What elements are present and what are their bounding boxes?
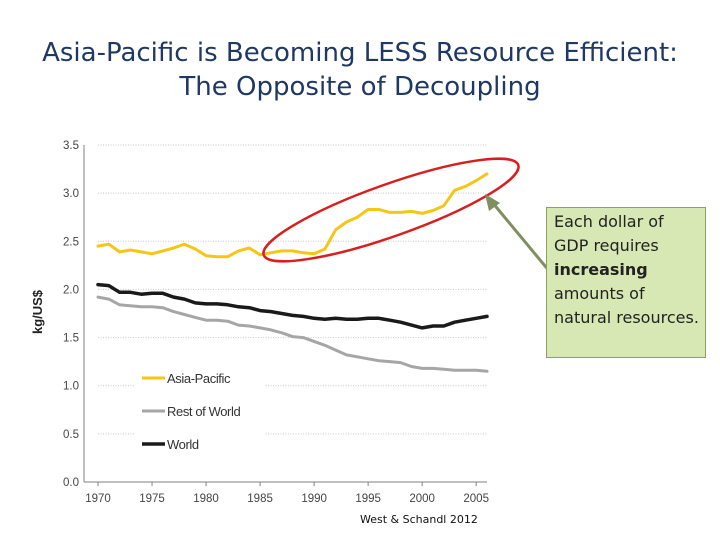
callout-line: Each dollar of [554,212,664,231]
callout-arrow-shaft [490,201,557,279]
callout-box: Each dollar of GDP requires increasing a… [546,207,706,358]
x-tick-label: 2005 [463,493,489,505]
y-tick-label: 0.5 [63,429,79,441]
legend-label-asia-pacific: Asia-Pacific [167,371,231,386]
y-tick-label: 2.0 [63,284,79,296]
title-line-1: Asia-Pacific is Becoming LESS Resource E… [42,38,678,68]
title-line-2: The Opposite of Decoupling [179,72,541,102]
slide-title: Asia-Pacific is Becoming LESS Resource E… [0,36,720,104]
rest-of-world-line [96,295,489,373]
legend-label-rest-of-world: Rest of World [167,404,240,419]
x-tick-label: 1970 [85,493,111,505]
callout-arrow-head [485,194,500,211]
y-axis-label: kg/US$ [30,289,45,334]
y-tick-label: 0.0 [63,477,79,489]
y-tick-label: 3.5 [63,140,79,152]
legend-label-world: World [167,437,199,452]
y-tick-label: 1.0 [63,381,79,393]
x-tick-label: 1975 [139,493,165,505]
x-tick-label: 1990 [301,493,327,505]
callout-emphasis: increasing [554,260,648,279]
chart-axes: 0.0 0.5 1.0 1.5 2.0 2.5 3.0 3.5 1970 1975 1980 1985… [63,140,489,505]
y-tick-label: 2.5 [63,236,79,248]
callout-line: amounts of [554,284,645,303]
world-line [96,282,489,330]
y-tick-label: 3.0 [63,188,79,200]
x-tick-label: 1985 [247,493,273,505]
chart-series [96,172,489,373]
x-tick-label: 1980 [193,493,219,505]
x-tick-label: 2000 [409,493,435,505]
chart-legend: Asia-Pacific Rest of World World [134,362,264,462]
source-citation: West & Schandl 2012 [360,513,478,526]
y-tick-label: 1.5 [63,333,79,345]
callout-line: GDP requires [554,236,659,255]
callout-line: natural resources. [554,308,699,327]
chart-annotations [262,157,557,279]
highlight-ellipse [262,157,520,263]
x-tick-label: 1995 [355,493,381,505]
asia-pacific-line [96,172,489,259]
